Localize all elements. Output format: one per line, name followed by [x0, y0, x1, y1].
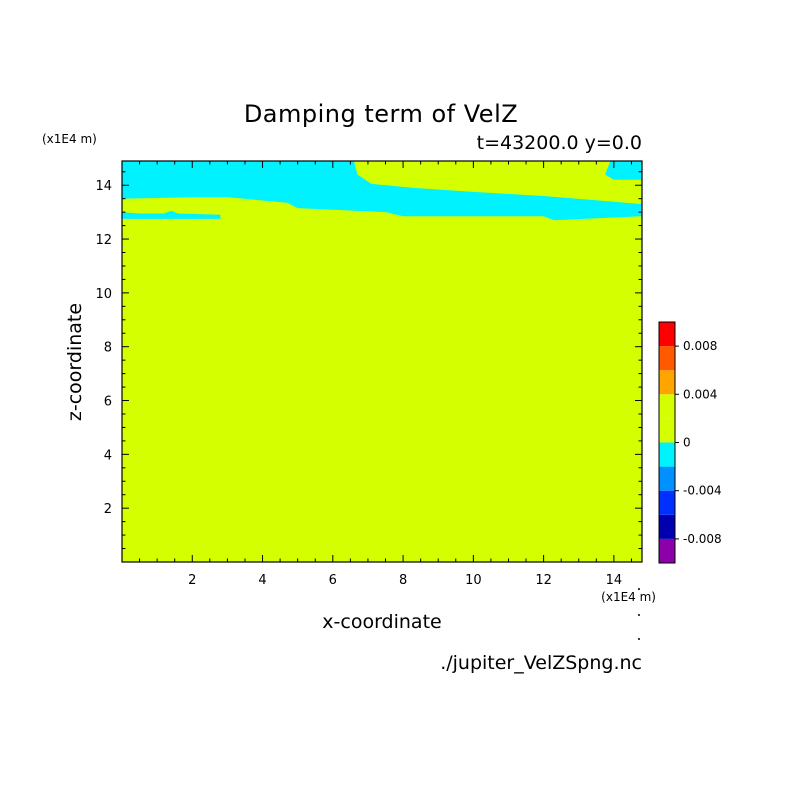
colorbar-tick-label: 0.008	[683, 339, 717, 353]
marker-dot	[638, 638, 640, 640]
colorbar-segment	[659, 538, 675, 563]
chart-subtitle: t=43200.0 y=0.0	[477, 132, 642, 154]
x-tick-label: 8	[399, 573, 407, 588]
contour-region-band-right-corner	[605, 161, 642, 180]
y-tick-label: 14	[95, 179, 112, 194]
colorbar-tick-label: -0.008	[683, 532, 722, 546]
x-tick-label: 14	[606, 573, 623, 588]
x-axis-unit: (x1E4 m)	[601, 590, 656, 604]
y-axis-label: z-coordinate	[64, 303, 86, 421]
marker-dot	[638, 588, 640, 590]
y-tick-label: 12	[95, 233, 112, 248]
x-tick-label: 10	[465, 573, 482, 588]
contour-region-streak-left	[122, 210, 221, 219]
x-tick-label: 12	[535, 573, 552, 588]
colorbar-segment	[659, 466, 675, 491]
y-tick-label: 10	[95, 287, 112, 302]
colorbar-segment	[659, 322, 675, 347]
plot-area	[121, 160, 643, 563]
colorbar-tick-label: 0.004	[683, 387, 717, 401]
plot-frame	[121, 160, 643, 563]
y-tick-label: 8	[104, 341, 112, 356]
chart-title: Damping term of VelZ	[244, 100, 518, 128]
colorbar-segment	[659, 514, 675, 539]
y-tick-label: 6	[104, 395, 112, 410]
colorbar-segment	[659, 418, 675, 443]
colorbar-segment	[659, 370, 675, 395]
colorbar-segment	[659, 490, 675, 515]
y-axis-ticks: 2 4 6 8 10 12 14	[95, 171, 642, 550]
colorbar-segment	[659, 346, 675, 371]
contour-region-band-left	[122, 161, 642, 221]
colorbar-segment	[659, 442, 675, 467]
colorbar-tick-label: -0.004	[683, 484, 722, 498]
marker-dot	[638, 614, 640, 616]
x-tick-label: 6	[329, 573, 337, 588]
y-tick-label: 4	[104, 448, 112, 463]
y-axis-unit: (x1E4 m)	[42, 132, 97, 146]
x-tick-label: 4	[258, 573, 266, 588]
y-tick-label: 2	[104, 502, 112, 517]
colorbar-tick-label: 0	[683, 436, 691, 450]
x-axis-label: x-coordinate	[322, 611, 441, 633]
source-filename: ./jupiter_VelZSpng.nc	[440, 652, 642, 674]
colorbar-segment	[659, 394, 675, 419]
colorbar: -0.008 -0.004 0 0.004 0.008	[658, 321, 722, 564]
x-tick-label: 2	[188, 573, 196, 588]
x-axis-ticks: 2 4 6 8 10 12 14	[139, 161, 632, 588]
field-background	[122, 161, 642, 562]
